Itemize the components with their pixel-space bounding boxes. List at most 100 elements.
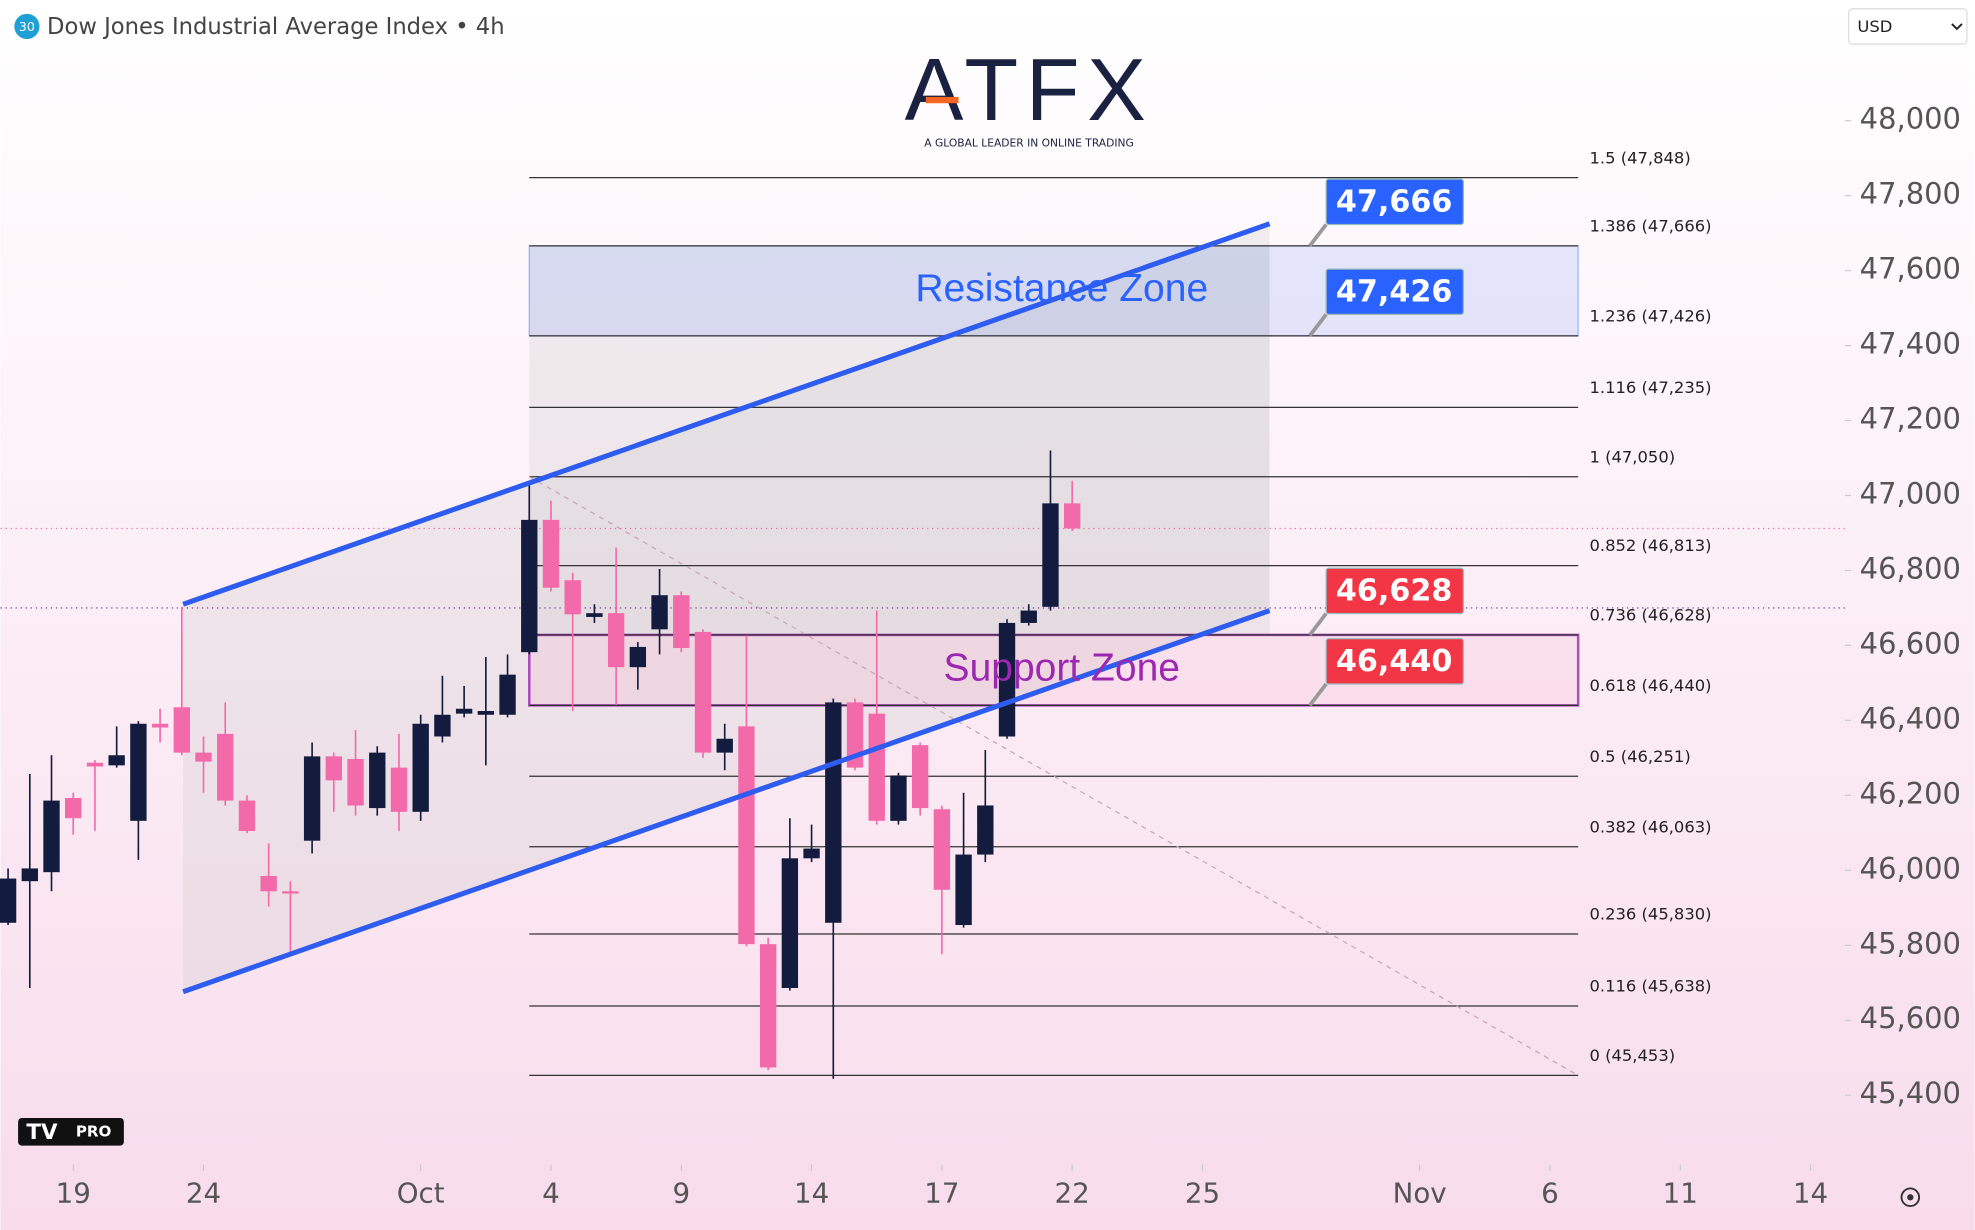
platform-badge: PRO bbox=[76, 1122, 112, 1140]
candle-body bbox=[455, 708, 473, 714]
fib-label: 0.736 (46,628) bbox=[1590, 606, 1712, 625]
candle-body bbox=[1063, 503, 1081, 529]
candle-body bbox=[521, 519, 538, 653]
symbol-badge: 30 bbox=[19, 19, 35, 34]
candle-body bbox=[130, 723, 147, 821]
candle-body bbox=[673, 595, 690, 649]
candle-body bbox=[890, 775, 907, 821]
logo-text: ATFX bbox=[905, 40, 1154, 139]
fib-label: 1.386 (47,666) bbox=[1590, 216, 1712, 235]
settings-icon[interactable] bbox=[1900, 1187, 1921, 1208]
candle-body bbox=[716, 738, 733, 753]
y-tick-label: 45,600 bbox=[1860, 1001, 1961, 1035]
y-tick-label: 45,800 bbox=[1860, 926, 1961, 960]
y-tick-label: 48,000 bbox=[1860, 102, 1961, 136]
currency-select[interactable] bbox=[1847, 8, 1968, 45]
candle-body bbox=[1020, 610, 1037, 623]
candle-body bbox=[108, 755, 125, 766]
zone-label: Support Zone bbox=[944, 646, 1180, 689]
candle-body bbox=[347, 758, 364, 806]
candle-body bbox=[825, 702, 842, 923]
candle-body bbox=[434, 714, 451, 737]
candle-body bbox=[629, 646, 647, 668]
fib-label: 1.5 (47,848) bbox=[1590, 148, 1691, 167]
candle-body bbox=[86, 762, 104, 767]
candle-body bbox=[369, 752, 386, 809]
y-tick-label: 47,000 bbox=[1860, 476, 1961, 510]
callout-label: 46,440 bbox=[1336, 644, 1453, 679]
candle-body bbox=[303, 756, 321, 841]
candle-body bbox=[0, 878, 17, 923]
fib-label: 1.236 (47,426) bbox=[1590, 306, 1712, 325]
candle-body bbox=[998, 622, 1016, 737]
candle-body bbox=[846, 702, 864, 768]
candle-body bbox=[43, 800, 60, 873]
fib-label: 0 (45,453) bbox=[1590, 1046, 1676, 1065]
candle-body bbox=[151, 723, 169, 728]
candle-body bbox=[977, 805, 994, 855]
fib-label: 1 (47,050) bbox=[1590, 447, 1676, 466]
candle-body bbox=[173, 707, 190, 753]
y-tick-label: 46,800 bbox=[1860, 551, 1961, 585]
y-tick-label: 46,600 bbox=[1860, 626, 1961, 660]
y-tick-label: 47,200 bbox=[1860, 402, 1961, 436]
fib-label: 0.618 (46,440) bbox=[1590, 676, 1712, 695]
plot-area: 45,400 45,600 45,800 46,000 46,200 46,400 46,6… bbox=[0, 102, 1961, 1210]
callout-box bbox=[1325, 178, 1465, 226]
candle-body bbox=[477, 711, 495, 715]
chart-title: Dow Jones Industrial Average Index • 4h bbox=[47, 14, 505, 40]
settings-ring bbox=[1900, 1187, 1921, 1208]
callout-pointer bbox=[1308, 682, 1328, 707]
callout-pointer bbox=[1308, 612, 1328, 637]
candle-body bbox=[781, 858, 799, 988]
callout-label: 46,628 bbox=[1336, 574, 1453, 609]
candle-body bbox=[738, 726, 755, 945]
candle-body bbox=[412, 723, 429, 812]
dropdown-caret bbox=[1951, 23, 1963, 31]
x-tick-label: Oct bbox=[397, 1177, 445, 1210]
fib-label: 0.5 (46,251) bbox=[1590, 747, 1691, 766]
callout-box bbox=[1325, 638, 1465, 685]
callout-label: 47,426 bbox=[1336, 275, 1453, 310]
candle-body bbox=[933, 809, 951, 890]
candle-body bbox=[759, 944, 777, 1068]
fib-label: 0.852 (46,813) bbox=[1590, 536, 1712, 555]
fib-label: 0.236 (45,830) bbox=[1590, 905, 1712, 924]
header: 30 Dow Jones Industrial Average Index • … bbox=[14, 8, 1968, 45]
x-tick-label: 11 bbox=[1663, 1177, 1698, 1210]
y-tick-label: 47,400 bbox=[1860, 327, 1961, 361]
y-tick-label: 46,400 bbox=[1860, 701, 1961, 735]
candle-body bbox=[499, 674, 516, 715]
tv-mark: TV bbox=[26, 1120, 58, 1145]
channel-line bbox=[182, 221, 1271, 607]
candle-body bbox=[260, 875, 277, 892]
candle-body bbox=[586, 613, 603, 617]
currency: USD bbox=[1857, 17, 1892, 36]
candle-body bbox=[564, 580, 581, 615]
y-tick-label: 47,800 bbox=[1860, 177, 1961, 211]
settings-dot bbox=[1907, 1194, 1914, 1201]
callout-pointer bbox=[1308, 223, 1328, 248]
fib-label: 0.382 (46,063) bbox=[1590, 817, 1712, 836]
symbol-badge-bg bbox=[14, 13, 40, 40]
x-tick-label: 22 bbox=[1055, 1177, 1090, 1210]
candle-body bbox=[694, 631, 712, 753]
x-tick-label: 17 bbox=[924, 1177, 959, 1210]
candle-body bbox=[955, 854, 972, 926]
x-tick-label: 19 bbox=[56, 1177, 91, 1210]
x-tick-label: 14 bbox=[794, 1177, 829, 1210]
candle-body bbox=[542, 519, 560, 588]
candle-body bbox=[390, 767, 408, 812]
x-tick-label: 25 bbox=[1185, 1177, 1220, 1210]
logo-tagline: A GLOBAL LEADER IN ONLINE TRADING bbox=[924, 137, 1134, 150]
candle-body bbox=[21, 868, 38, 882]
tv-logo-bg bbox=[18, 1117, 124, 1146]
y-tick-label: 46,200 bbox=[1860, 776, 1961, 810]
y-tick-label: 45,400 bbox=[1860, 1076, 1961, 1110]
candle-body bbox=[217, 733, 234, 801]
y-tick-label: 47,600 bbox=[1860, 252, 1961, 286]
x-tick-label: 24 bbox=[186, 1177, 221, 1210]
candle-body bbox=[325, 756, 343, 781]
candle-body bbox=[651, 595, 668, 630]
